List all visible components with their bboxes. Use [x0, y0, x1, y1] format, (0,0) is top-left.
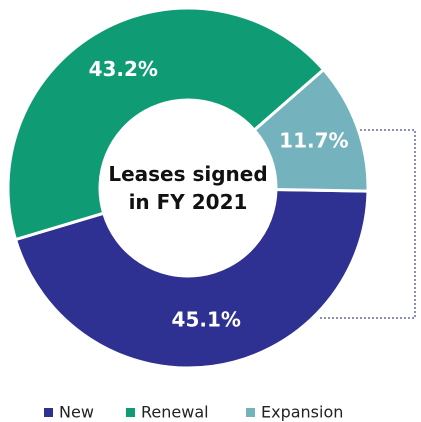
data-label: 11.7%: [279, 129, 348, 153]
slice: [6, 6, 326, 242]
chart-title: Leases signed in FY 2021: [108, 162, 268, 214]
legend-swatch: [44, 408, 53, 417]
legend-label: Expansion: [261, 403, 343, 422]
slice: [13, 188, 370, 370]
data-label: 45.1%: [172, 307, 241, 331]
legend-label: New: [59, 403, 94, 422]
legend-swatch: [246, 408, 255, 417]
legend-label: Renewal: [141, 403, 209, 422]
slice: [252, 67, 370, 193]
bracket: [320, 129, 416, 319]
legend-swatch: [126, 408, 135, 417]
data-label: 43.2%: [89, 57, 158, 81]
